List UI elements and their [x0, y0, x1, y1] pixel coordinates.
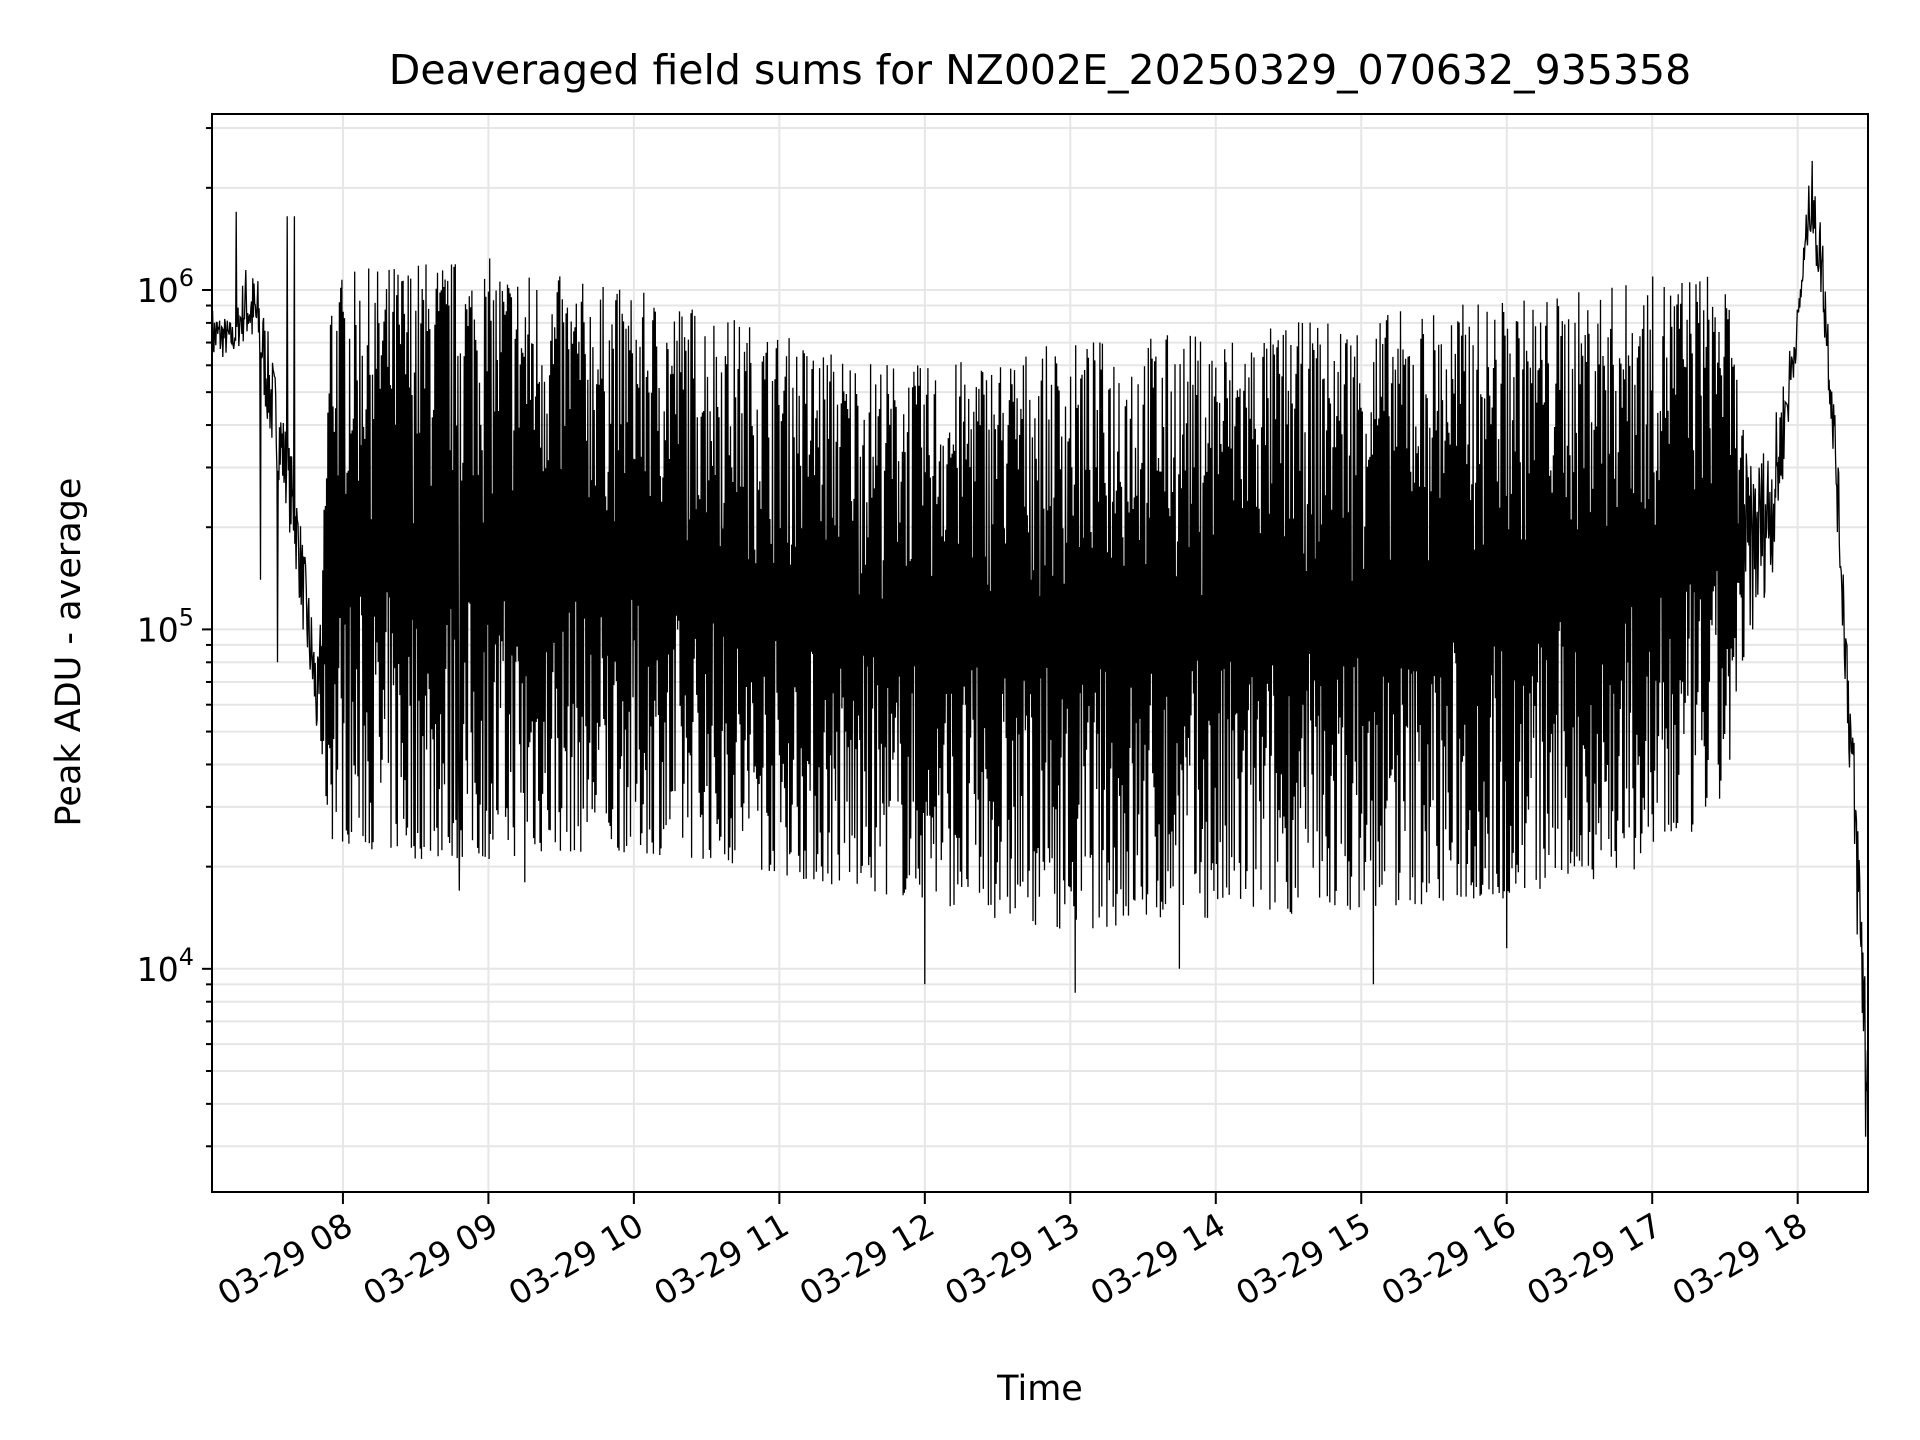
- y-tick-exponent: 5: [179, 603, 194, 631]
- y-tick-label: 106: [137, 264, 194, 310]
- y-tick-label: 105: [137, 603, 194, 649]
- y-tick-label: 104: [137, 943, 194, 989]
- x-axis-label: Time: [996, 1369, 1083, 1409]
- plot-frame: [211, 113, 1869, 1193]
- y-tick-exponent: 4: [179, 943, 194, 971]
- plot-area: [211, 113, 1869, 1193]
- y-axis-label: Peak ADU - average: [49, 478, 89, 827]
- y-tick-base: 10: [137, 271, 179, 310]
- series-line: [211, 160, 1869, 1137]
- y-tick-base: 10: [137, 950, 179, 989]
- y-tick-exponent: 6: [179, 264, 194, 292]
- chart-title: Deaveraged field sums for NZ002E_2025032…: [389, 46, 1691, 94]
- series-group: [211, 160, 1869, 1137]
- y-tick-base: 10: [137, 610, 179, 649]
